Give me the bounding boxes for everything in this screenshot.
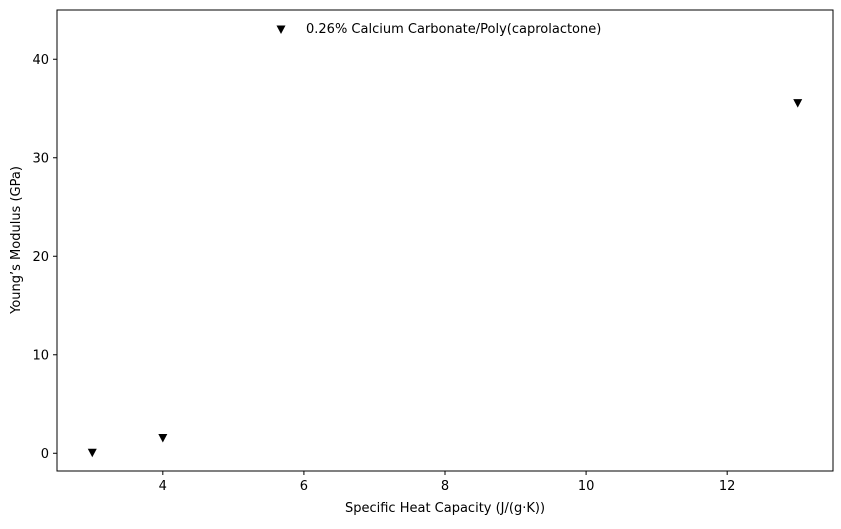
data-point xyxy=(158,433,168,443)
plot-frame xyxy=(56,9,834,472)
y-tick-label: 20 xyxy=(32,250,49,265)
legend-label: 0.26% Calcium Carbonate/Poly(caprolacton… xyxy=(306,22,601,37)
x-axis-ticks: 4 6 8 10 12 xyxy=(159,471,736,494)
x-tick-label: 12 xyxy=(719,479,736,494)
y-tick-label: 40 xyxy=(32,53,49,68)
legend: 0.26% Calcium Carbonate/Poly(caprolacton… xyxy=(276,22,601,37)
x-axis-label: Specific Heat Capacity (J/(g·K)) xyxy=(345,501,545,516)
data-point xyxy=(87,448,97,458)
y-tick-label: 10 xyxy=(32,348,49,363)
y-axis-label: Young’s Modulus (GPa) xyxy=(9,166,24,315)
data-point xyxy=(793,99,803,108)
legend-marker xyxy=(276,25,286,34)
y-tick-label: 0 xyxy=(41,447,49,462)
x-tick-label: 10 xyxy=(578,479,595,494)
x-tick-label: 6 xyxy=(300,479,308,494)
x-tick-label: 8 xyxy=(441,479,449,494)
data-points xyxy=(87,99,803,458)
x-tick-label: 4 xyxy=(159,479,167,494)
y-axis-ticks: 0 10 20 30 40 xyxy=(32,53,57,462)
y-tick-label: 30 xyxy=(32,151,49,166)
